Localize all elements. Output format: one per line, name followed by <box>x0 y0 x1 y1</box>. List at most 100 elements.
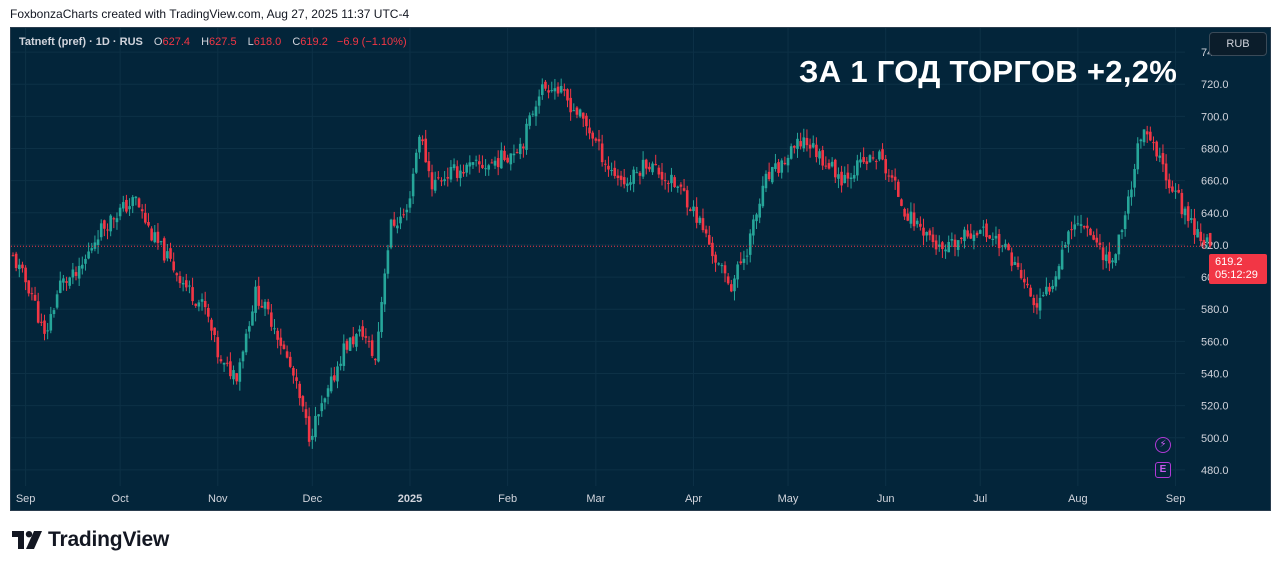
candle-body <box>934 240 938 250</box>
candle-body <box>65 281 68 283</box>
candle-body <box>1183 208 1187 216</box>
candle-body <box>969 233 973 239</box>
candle-body <box>1101 247 1105 261</box>
candle-body <box>364 336 368 338</box>
candle-body <box>52 310 56 315</box>
candle-body <box>200 299 204 302</box>
candle-body <box>1114 254 1117 263</box>
candle-body <box>941 242 944 250</box>
candle-body <box>575 107 579 115</box>
candlestick-chart[interactable]: 740.0720.0700.0680.0660.0640.0620.0600.0… <box>11 28 1270 510</box>
tradingview-logo-icon <box>12 531 42 549</box>
candle-body <box>758 203 761 218</box>
candle-body <box>988 235 991 239</box>
candle-body <box>433 179 437 191</box>
candle-body <box>1089 228 1092 236</box>
tradingview-logo[interactable]: TradingView <box>12 528 169 552</box>
candle-body <box>288 356 292 367</box>
candle-body <box>358 329 361 332</box>
candle-body <box>326 388 330 397</box>
candle-body <box>147 221 150 226</box>
candle-body <box>604 163 607 165</box>
candle-body <box>1070 229 1073 231</box>
candle-body <box>389 219 393 248</box>
candle-body <box>925 232 928 236</box>
candle-body <box>21 264 24 269</box>
candle-body <box>465 164 468 173</box>
candle-body <box>181 282 185 285</box>
candle-body <box>440 180 443 182</box>
candle-body <box>311 435 314 440</box>
candle-body <box>544 81 547 89</box>
candle-body <box>1004 243 1007 248</box>
chart-pane[interactable]: 740.0720.0700.0680.0660.0640.0620.0600.0… <box>10 27 1271 511</box>
candle-body <box>622 177 626 185</box>
candle-body <box>966 230 969 237</box>
candle-body <box>270 312 273 327</box>
candle-body <box>742 258 746 263</box>
candle-body <box>638 172 642 176</box>
candle-body <box>881 149 884 160</box>
candle-body <box>235 373 238 382</box>
x-tick-label: Sep <box>1166 493 1186 505</box>
x-tick-label: Aug <box>1068 493 1088 505</box>
candle-body <box>518 143 522 155</box>
candle-body <box>978 230 982 234</box>
candle-body <box>430 172 434 190</box>
y-tick-label: 680.0 <box>1201 144 1229 156</box>
candle-body <box>663 180 667 182</box>
candle-body <box>780 160 784 173</box>
candle-body <box>1082 226 1086 228</box>
candle-body <box>506 157 509 163</box>
candle-body <box>960 237 963 239</box>
candle-body <box>837 174 840 179</box>
candle-body <box>947 241 951 253</box>
candle-body <box>963 229 966 242</box>
candle-body <box>68 277 72 286</box>
candle-body <box>944 249 947 252</box>
candle-body <box>121 202 125 209</box>
candle-body <box>799 141 802 147</box>
candle-body <box>540 84 544 96</box>
candle-body <box>40 321 43 323</box>
candle-body <box>62 278 65 283</box>
candle-body <box>1035 303 1039 308</box>
candle-body <box>752 219 755 236</box>
dividend-event-icon[interactable]: ⚡ <box>1155 437 1171 453</box>
candle-body <box>1076 223 1080 225</box>
candle-body <box>1167 179 1171 189</box>
headline-annotation: ЗА 1 ГОД ТОРГОВ +2,2% <box>799 54 1178 89</box>
candle-body <box>1164 163 1168 181</box>
candle-body <box>1202 239 1206 245</box>
bar-countdown: 05:12:29 <box>1215 269 1258 281</box>
candle-body <box>427 161 431 172</box>
candle-body <box>597 139 601 142</box>
candle-body <box>1196 229 1199 238</box>
candle-body <box>852 174 856 179</box>
candle-body <box>547 90 550 93</box>
earnings-event-icon[interactable]: E <box>1155 462 1171 478</box>
candle-body <box>408 198 412 208</box>
candle-body <box>292 367 295 376</box>
candle-body <box>474 159 478 161</box>
candle-body <box>213 327 216 336</box>
candle-body <box>437 177 440 179</box>
candle-body <box>380 301 383 333</box>
candle-body <box>1045 286 1048 295</box>
candle-body <box>903 208 906 217</box>
y-tick-label: 700.0 <box>1201 111 1229 123</box>
candle-body <box>282 344 286 349</box>
symbol-label[interactable]: Tatneft (pref) · 1D · RUS <box>19 36 143 48</box>
candle-body <box>871 157 875 159</box>
candle-body <box>396 225 399 229</box>
candle-body <box>572 110 576 112</box>
candle-body <box>257 285 261 306</box>
candle-body <box>131 197 135 206</box>
change-value: −6.9 (−1.10%) <box>336 36 407 48</box>
candle-body <box>887 175 891 177</box>
candle-body <box>610 170 613 172</box>
candle-body <box>500 150 503 169</box>
candle-body <box>783 162 787 165</box>
candle-body <box>745 255 749 257</box>
currency-button[interactable]: RUB <box>1209 32 1267 56</box>
